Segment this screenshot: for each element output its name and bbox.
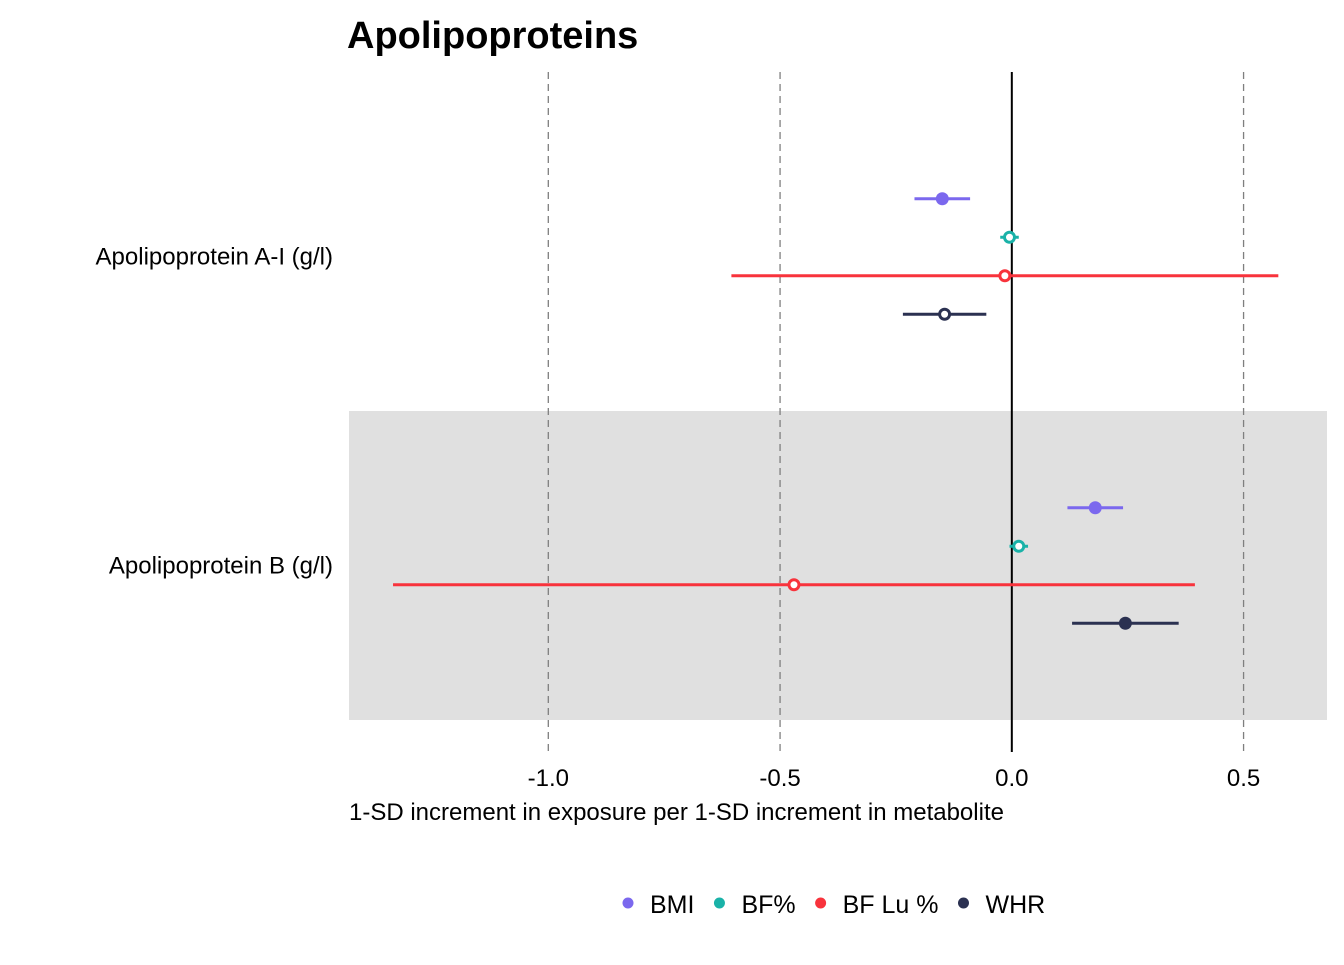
legend-item-whr: WHR: [957, 891, 1045, 919]
y-axis-label: Apolipoprotein A-I (g/l): [96, 244, 333, 271]
legend-marker: [815, 897, 827, 909]
x-axis-label: 1-SD increment in exposure per 1-SD incr…: [349, 799, 1004, 826]
legend-item-bf-lu: BF Lu %: [815, 891, 938, 919]
x-tick-label: -0.5: [759, 765, 800, 792]
x-axis-ticks: -1.0 -0.5 0.0 0.5: [528, 765, 1261, 792]
gridlines: [547, 72, 1245, 752]
x-tick-label: 0.0: [995, 765, 1028, 792]
marks: [393, 192, 1279, 630]
point-bf: [1012, 539, 1026, 553]
category-bands: [349, 411, 1327, 720]
legend: BMI BF% BF Lu % WHR: [622, 891, 1045, 919]
legend-marker: [713, 897, 725, 909]
chart-title: Apolipoproteins: [347, 15, 638, 57]
legend-label: BF Lu %: [843, 891, 939, 919]
y-axis-label: Apolipoprotein B (g/l): [109, 553, 333, 580]
legend-item-bf: BF%: [713, 891, 796, 919]
legend-marker: [622, 897, 634, 909]
legend-item-bmi: BMI: [622, 891, 694, 919]
legend-label: BF%: [741, 891, 795, 919]
x-tick-label: -1.0: [528, 765, 569, 792]
x-tick-label: 0.5: [1227, 765, 1260, 792]
point-bmi: [935, 192, 949, 206]
point-bf: [1002, 230, 1016, 244]
shaded-band-apolipoprotein-b-g-l: [349, 411, 1327, 720]
point-whr: [938, 307, 952, 321]
point-bf-lu: [787, 578, 801, 592]
point-whr: [1118, 616, 1132, 630]
y-axis-labels: Apolipoprotein A-I (g/l) Apolipoprotein B…: [96, 244, 333, 580]
legend-marker: [957, 897, 969, 909]
legend-label: BMI: [650, 891, 694, 919]
point-bmi: [1088, 501, 1102, 515]
point-bf-lu: [998, 269, 1012, 283]
legend-label: WHR: [985, 891, 1045, 919]
